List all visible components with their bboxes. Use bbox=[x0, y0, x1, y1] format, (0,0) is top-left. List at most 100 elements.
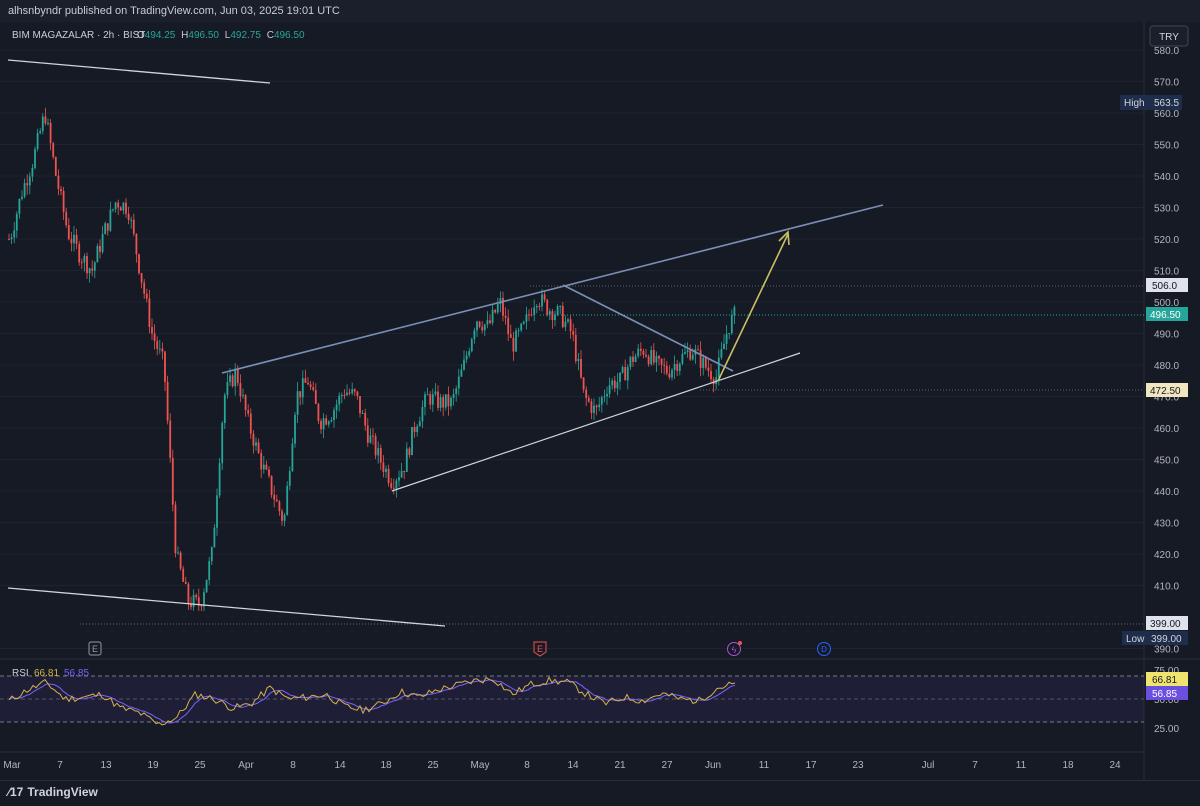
candle bbox=[346, 384, 348, 397]
candle bbox=[634, 353, 637, 363]
time-tick-label: 7 bbox=[57, 760, 63, 771]
projection-arrow[interactable] bbox=[717, 230, 790, 382]
tag-506: 506.0 bbox=[1146, 278, 1188, 292]
time-tick-label: 14 bbox=[334, 760, 346, 771]
candle bbox=[593, 398, 595, 420]
rsi-legend: RSI 66.81 56.85 bbox=[12, 668, 89, 679]
chart[interactable]: 580.0 570.0 560.0 550.0 540.0 530.0 520.0 510.0… bbox=[0, 22, 1200, 780]
o-value: 494.25 bbox=[145, 30, 176, 41]
candle bbox=[470, 337, 473, 353]
candle bbox=[468, 347, 471, 358]
candle bbox=[434, 383, 437, 397]
candle bbox=[153, 324, 156, 350]
brand-name: TradingView bbox=[27, 785, 98, 799]
earnings-marker-2[interactable]: E bbox=[533, 641, 547, 657]
time-tick-label: 11 bbox=[759, 760, 770, 771]
candle bbox=[179, 551, 182, 571]
time-tick-label: 17 bbox=[805, 760, 817, 771]
candle bbox=[244, 393, 247, 417]
candle bbox=[353, 388, 356, 396]
candle bbox=[416, 423, 419, 437]
candle bbox=[502, 291, 504, 322]
candle bbox=[301, 370, 304, 405]
candle bbox=[278, 499, 281, 516]
candle bbox=[252, 429, 255, 454]
candle bbox=[44, 107, 47, 126]
candle bbox=[190, 596, 192, 610]
candle bbox=[281, 508, 283, 526]
candle bbox=[543, 291, 546, 303]
candle bbox=[574, 327, 577, 364]
chart-background bbox=[0, 22, 1200, 780]
descending-trendline[interactable] bbox=[562, 284, 734, 372]
svg-text:75.00: 75.00 bbox=[1154, 666, 1179, 677]
dividend-marker[interactable]: D bbox=[817, 642, 831, 656]
candle bbox=[369, 428, 372, 444]
upper-channel-line[interactable] bbox=[221, 204, 884, 374]
price-tick-label: 520.0 bbox=[1154, 235, 1179, 246]
svg-text:56.85: 56.85 bbox=[1152, 689, 1177, 700]
time-tick-label: 8 bbox=[524, 760, 530, 771]
candle bbox=[452, 388, 455, 406]
lower-channel-line[interactable] bbox=[391, 352, 801, 492]
candle bbox=[132, 213, 135, 237]
candle bbox=[520, 322, 523, 333]
candle bbox=[481, 321, 484, 334]
candle bbox=[291, 437, 294, 472]
candle bbox=[509, 324, 512, 338]
currency-button[interactable]: TRY bbox=[1149, 25, 1189, 47]
candle bbox=[671, 368, 673, 381]
candle bbox=[489, 314, 491, 325]
candle bbox=[398, 470, 400, 487]
time-axis: Mar 7 13 19 25 Apr 8 14 18 25 May 8 14 21 27 Jun 11 17 23 J… bbox=[3, 760, 1121, 771]
candle bbox=[517, 327, 520, 337]
candle bbox=[320, 418, 322, 434]
candle bbox=[528, 309, 530, 322]
time-tick-label: 19 bbox=[147, 760, 159, 771]
candle bbox=[41, 113, 44, 135]
candle bbox=[650, 345, 653, 366]
candle bbox=[91, 260, 94, 277]
earnings-marker-1[interactable]: E bbox=[88, 641, 102, 656]
candle bbox=[535, 304, 538, 314]
candle bbox=[590, 398, 593, 420]
candle bbox=[23, 178, 26, 199]
split-marker[interactable]: ϟ bbox=[727, 641, 743, 656]
rsi-label: RSI bbox=[12, 668, 29, 679]
candle bbox=[330, 416, 333, 423]
candle bbox=[642, 348, 645, 359]
candle bbox=[572, 323, 575, 342]
svg-text:E: E bbox=[92, 644, 98, 654]
price-tick-label: 570.0 bbox=[1154, 78, 1179, 89]
candle bbox=[343, 389, 346, 400]
candle bbox=[205, 579, 208, 593]
candle bbox=[70, 231, 73, 252]
candle bbox=[361, 410, 364, 415]
time-tick-label: Jun bbox=[705, 760, 721, 771]
candle bbox=[621, 365, 624, 374]
svg-text:66.81: 66.81 bbox=[1152, 675, 1177, 686]
candle bbox=[725, 325, 728, 351]
time-tick-label: 14 bbox=[567, 760, 579, 771]
price-tick-label: 460.0 bbox=[1154, 424, 1179, 435]
candle bbox=[507, 309, 510, 341]
footer: ⁄17 TradingView bbox=[0, 780, 1200, 806]
candle bbox=[54, 156, 57, 177]
candle bbox=[67, 218, 70, 241]
bottom-left-trendline[interactable] bbox=[7, 587, 446, 627]
top-left-trendline[interactable] bbox=[7, 59, 271, 84]
candle bbox=[460, 364, 463, 378]
candle bbox=[707, 359, 710, 377]
candle bbox=[197, 588, 200, 612]
candle bbox=[686, 342, 689, 358]
candle bbox=[164, 350, 166, 392]
candle bbox=[385, 465, 387, 478]
candle bbox=[18, 198, 21, 219]
time-tick-label: 8 bbox=[290, 760, 296, 771]
candle bbox=[15, 211, 18, 238]
candle bbox=[195, 593, 198, 601]
tradingview-logo[interactable]: ⁄17 TradingView bbox=[8, 785, 98, 799]
price-tick-label: 480.0 bbox=[1154, 361, 1179, 372]
candle bbox=[161, 342, 164, 360]
candle bbox=[151, 318, 153, 340]
